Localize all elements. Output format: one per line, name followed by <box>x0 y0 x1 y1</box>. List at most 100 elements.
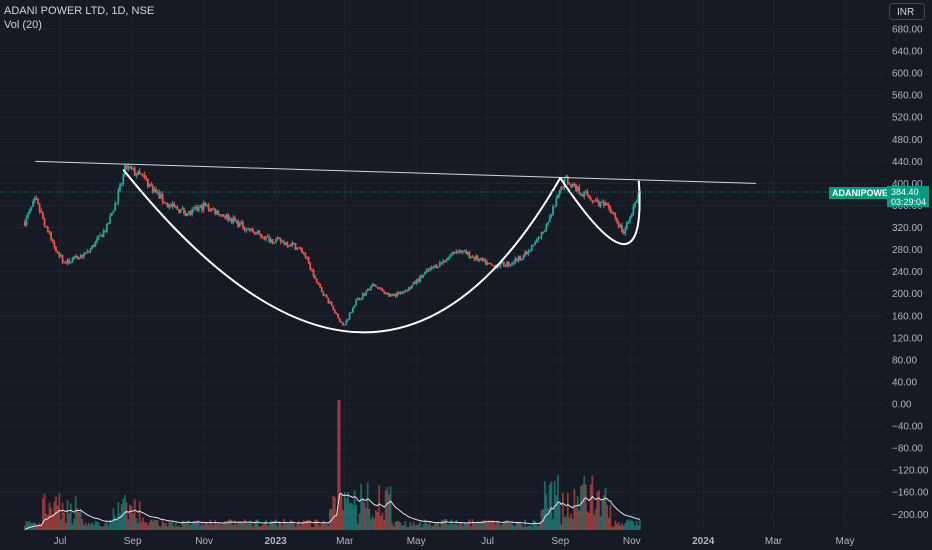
volume-bar <box>479 521 482 530</box>
volume-bar <box>481 520 484 530</box>
candle-body <box>151 185 154 193</box>
volume-bar <box>397 521 400 530</box>
volume-bar <box>370 518 372 530</box>
volume-bar <box>230 520 233 530</box>
volume-bar <box>92 525 95 530</box>
candle-body <box>448 255 451 258</box>
volume-bar <box>251 526 254 530</box>
candle-body <box>297 247 300 249</box>
y-tick-label: −200.00 <box>892 510 929 521</box>
candle-body <box>86 251 89 253</box>
candle-body <box>473 257 476 260</box>
candle-body <box>186 213 189 216</box>
volume-bar <box>514 525 517 530</box>
candle-body <box>442 261 445 263</box>
volume-bar <box>97 522 100 530</box>
candle-body <box>407 287 410 292</box>
volume-bar <box>639 520 641 530</box>
volume-bar <box>27 521 30 530</box>
symbol-title[interactable]: ADANI POWER LTD, 1D, NSE <box>4 5 155 17</box>
volume-bar <box>489 522 492 530</box>
volume-bar <box>155 520 157 530</box>
volume-bar <box>616 524 618 530</box>
price-axis[interactable]: 680.00 640.00 600.00 560.00 520.00 480.00 440.… <box>892 25 929 521</box>
volume-bar <box>84 522 87 530</box>
candle-body <box>619 224 622 227</box>
volume-bar <box>194 521 197 530</box>
candle-body <box>545 223 548 231</box>
candle-body <box>566 176 569 183</box>
candle-body <box>242 221 244 229</box>
candle-body <box>122 175 125 185</box>
candle-body <box>458 250 461 253</box>
candle-body <box>479 257 482 260</box>
candle-body <box>281 241 284 243</box>
volume-bar <box>235 524 238 530</box>
x-tick-label: May <box>407 536 426 547</box>
candle-body <box>256 231 259 233</box>
volume-bar <box>583 476 586 530</box>
volume-bar <box>169 522 172 530</box>
x-tick-label: Jul <box>481 536 494 547</box>
volume-bar <box>414 525 417 530</box>
candle-body <box>379 288 382 290</box>
candle-body <box>509 264 512 266</box>
candle-body <box>356 297 359 300</box>
volume-bar <box>217 523 220 530</box>
currency-button[interactable]: INR <box>889 3 925 20</box>
volume-bar <box>424 519 426 530</box>
candle-body <box>53 242 56 248</box>
volume-bar <box>114 515 116 530</box>
candle-body <box>25 216 28 226</box>
volume-bar <box>279 523 282 530</box>
y-tick-label: 440.00 <box>892 157 923 168</box>
volume-bar <box>430 526 433 530</box>
volume-bar <box>596 492 599 530</box>
volume-bar <box>265 519 267 530</box>
candle-body <box>191 209 194 215</box>
candle-body <box>606 203 609 205</box>
candle-body <box>504 265 507 267</box>
volume-bar <box>138 501 141 530</box>
volume-bar <box>532 519 535 530</box>
volume-bar <box>516 521 518 530</box>
candle-body <box>276 237 279 240</box>
volume-bar <box>220 524 223 530</box>
candle-body <box>240 221 243 223</box>
volume-bar <box>402 525 405 530</box>
volume-bar <box>560 524 563 530</box>
candle-body <box>197 207 200 211</box>
volume-bar <box>143 522 146 530</box>
candle-body <box>279 238 282 243</box>
volume-bar <box>396 521 399 530</box>
volume-bar <box>212 525 215 530</box>
candle-body <box>371 284 374 287</box>
candle-body <box>394 294 397 297</box>
candle-body <box>401 292 404 294</box>
candle-body <box>235 221 238 223</box>
candle-body <box>212 208 215 210</box>
volume-bar <box>501 523 504 530</box>
volume-bar <box>273 520 276 530</box>
candle-body <box>598 201 600 207</box>
volume-bar <box>561 493 564 530</box>
candle-body <box>230 217 233 223</box>
time-axis[interactable]: Jul Sep Nov 2023 Mar May Jul Sep Nov 2024 Mar May <box>54 536 855 547</box>
volume-indicator-label[interactable]: Vol (20) <box>4 19 42 31</box>
volume-bar <box>23 525 26 530</box>
volume-bar <box>409 522 412 530</box>
candle-body <box>616 218 618 222</box>
volume-bar <box>51 514 54 530</box>
volume-bar <box>253 522 256 530</box>
candle-body <box>332 305 335 310</box>
x-tick-label: 2023 <box>264 536 287 547</box>
candle-body <box>312 270 315 277</box>
volume-bar <box>393 526 395 530</box>
candle-body <box>381 288 384 292</box>
candle-body <box>322 291 325 296</box>
candle-body <box>365 291 367 296</box>
candle-body <box>483 259 486 261</box>
volume-bar <box>242 523 244 530</box>
candle-body <box>350 312 353 314</box>
